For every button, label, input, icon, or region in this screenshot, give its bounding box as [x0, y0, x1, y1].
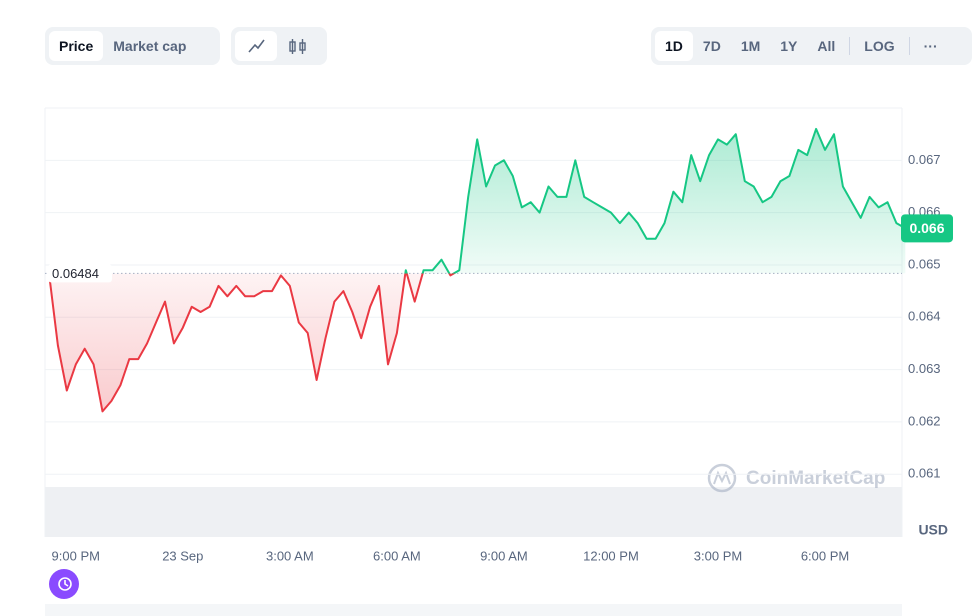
current-price-bg: [901, 214, 953, 243]
tab[interactable]: 7D: [702, 38, 721, 54]
x-tick-label: 9:00 AM: [480, 548, 528, 563]
watermark: CoinMarketCap: [707, 463, 885, 493]
more-button[interactable]: ···: [923, 38, 938, 54]
y-tick-label: 0.067: [908, 152, 941, 167]
x-tick-label: 6:00 PM: [801, 548, 849, 563]
x-tick-label: 9:00 PM: [52, 548, 100, 563]
separator: [908, 37, 910, 55]
history-icon: [64, 580, 69, 587]
icon: [289, 39, 306, 54]
y-unit: USD: [918, 522, 948, 538]
x-tick-label: 3:00 AM: [266, 548, 314, 563]
x-tick-label: 12:00 PM: [583, 548, 639, 563]
volume-band: [45, 487, 902, 537]
baseline-label-bg: [48, 264, 112, 283]
navigator: [45, 604, 902, 616]
current-price-label: 0.066: [909, 220, 944, 236]
separator: [849, 37, 851, 55]
candle-icon[interactable]: [277, 31, 319, 61]
tab[interactable]: Market cap: [113, 38, 187, 54]
history-button[interactable]: [49, 569, 79, 599]
icon: [248, 39, 265, 53]
chart-type-tabs: [231, 27, 327, 65]
x-tick-label: 3:00 PM: [694, 548, 742, 563]
log-toggle[interactable]: LOG: [864, 38, 895, 54]
y-tick-label: 0.063: [908, 361, 941, 376]
baseline-label: 0.06484: [52, 266, 99, 281]
price-line: [48, 127, 906, 413]
tab[interactable]: All: [817, 38, 836, 54]
y-tick-label: 0.062: [908, 413, 941, 428]
line-icon[interactable]: [235, 31, 277, 61]
price-area: [49, 128, 906, 412]
x-tick-label: 6:00 AM: [373, 548, 421, 563]
watermark-text: CoinMarketCap: [746, 468, 885, 489]
tab[interactable]: Price: [49, 31, 104, 61]
history-icon: [58, 577, 72, 591]
tab[interactable]: 1D: [655, 31, 693, 61]
x-tick-label: 23 Sep: [162, 548, 203, 563]
tab[interactable]: 1M: [740, 38, 761, 54]
y-tick-label: 0.064: [908, 309, 941, 324]
tab[interactable]: 1Y: [780, 38, 798, 54]
metric-tabs: Price Market cap: [45, 27, 220, 65]
y-tick-label: 0.065: [908, 256, 941, 271]
y-tick-label: 0.061: [908, 466, 941, 481]
range-tabs: 1D 7D 1M 1Y All LOG ···: [651, 27, 972, 65]
